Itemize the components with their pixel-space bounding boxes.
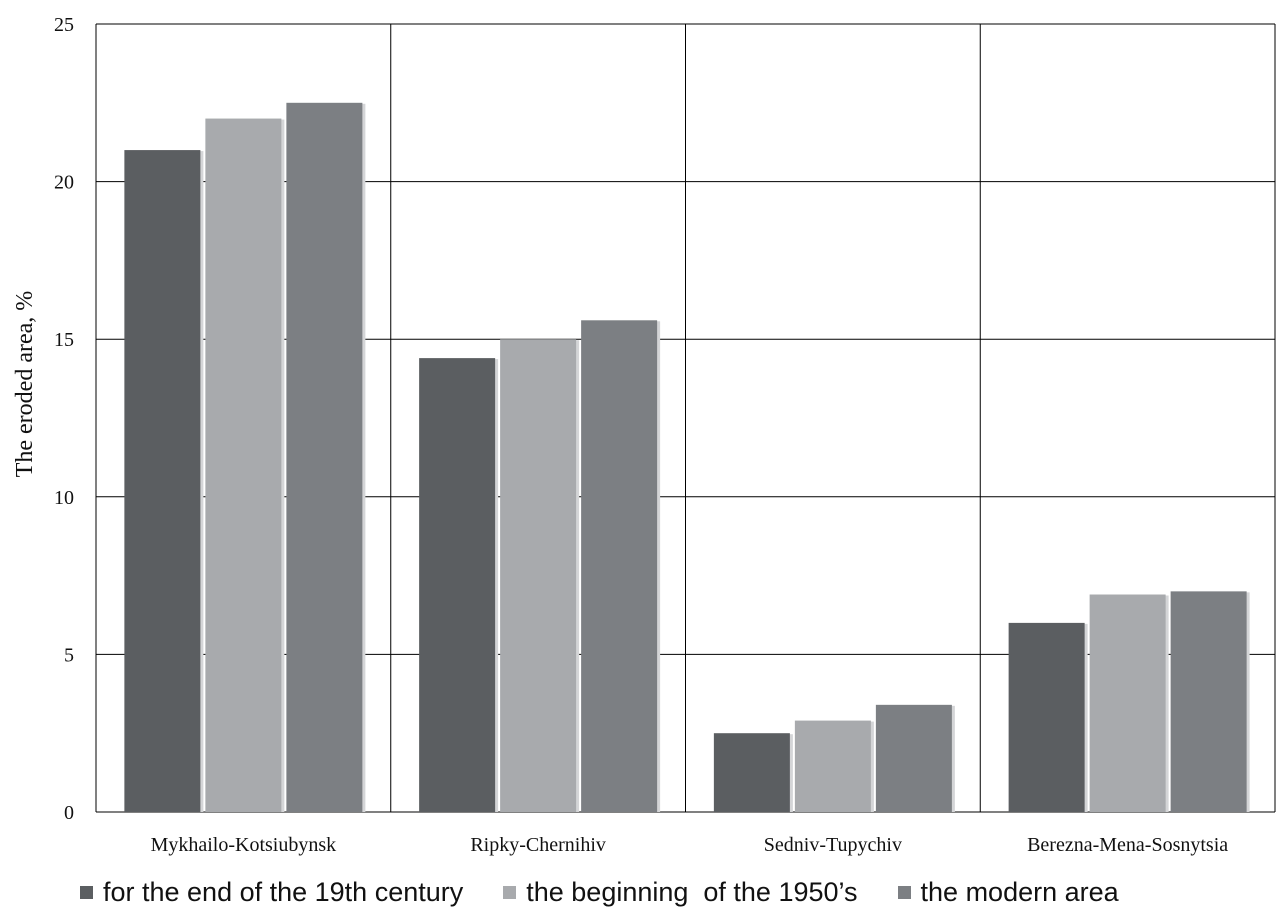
bars <box>124 102 1250 813</box>
legend-swatch <box>80 885 93 899</box>
category-label: Berezna-Mena-Sosnytsia <box>1027 834 1228 856</box>
bar-1-4 <box>1008 622 1085 812</box>
legend: for the end of the 19th century the begin… <box>80 872 1119 912</box>
legend-label: the beginning of the 1950’s <box>526 876 858 907</box>
y-tick-label: 25 <box>54 14 74 36</box>
legend-item-1: for the end of the 19th century <box>80 877 463 908</box>
bar-3-4 <box>1170 591 1247 812</box>
bar-2-1 <box>205 118 282 812</box>
bar-2-2 <box>500 339 577 812</box>
y-tick-label: 10 <box>54 487 74 509</box>
legend-swatch <box>897 885 911 899</box>
bar-3-3 <box>875 704 952 812</box>
legend-item-3: the modern area <box>897 876 1119 908</box>
bar-3-2 <box>581 320 658 812</box>
y-tick-labels: 0 5 10 15 20 25 <box>54 14 74 824</box>
legend-swatch <box>503 885 517 899</box>
legend-item-2: the beginning of the 1950’s <box>503 876 858 908</box>
category-label: Sedniv-Tupychiv <box>764 834 902 856</box>
y-tick-label: 20 <box>54 172 74 194</box>
bar-1-2 <box>419 358 496 812</box>
bar-3-1 <box>286 102 363 813</box>
y-tick-label: 15 <box>54 329 74 351</box>
bar-2-3 <box>794 720 871 812</box>
y-axis-label: The eroded area, % <box>12 291 38 478</box>
bar-1-3 <box>713 733 790 812</box>
bar-1-1 <box>124 150 201 812</box>
legend-label: the modern area <box>920 876 1119 907</box>
y-tick-label: 5 <box>64 644 74 666</box>
bar-2-4 <box>1089 594 1166 812</box>
legend-label: for the end of the 19th century <box>103 876 464 907</box>
category-label: Mykhailo-Kotsiubynsk <box>151 834 337 856</box>
category-label: Ripky-Chernihiv <box>470 834 606 856</box>
category-labels: Mykhailo-Kotsiubynsk Ripky-Chernihiv Sedni… <box>151 834 1229 856</box>
y-tick-label: 0 <box>64 802 74 824</box>
